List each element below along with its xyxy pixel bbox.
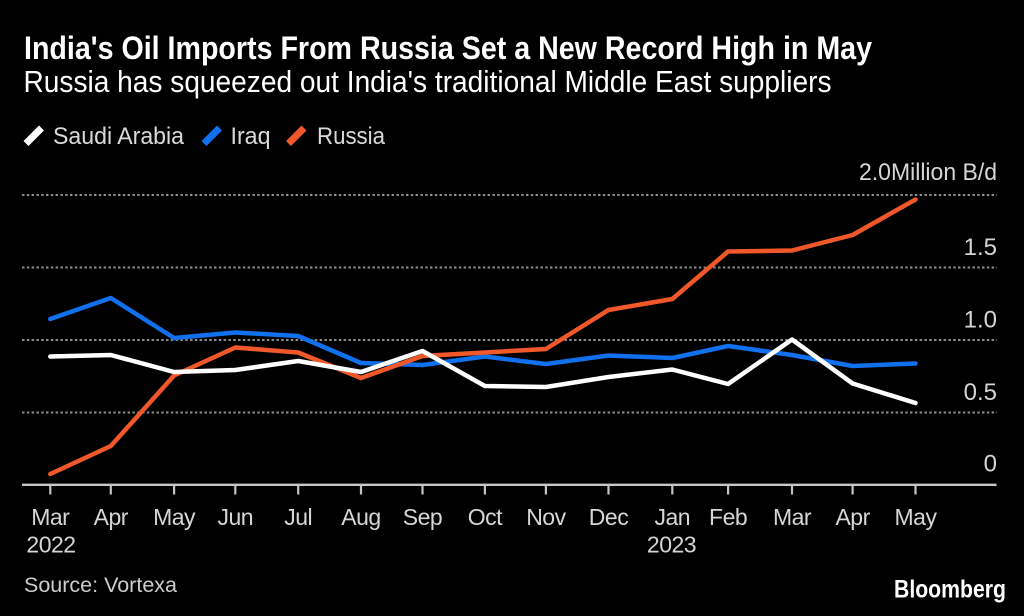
svg-text:Dec: Dec bbox=[589, 504, 628, 530]
svg-text:Jan: Jan bbox=[655, 504, 691, 530]
svg-text:Feb: Feb bbox=[709, 504, 747, 530]
svg-text:Jun: Jun bbox=[218, 504, 254, 530]
svg-text:Mar: Mar bbox=[31, 504, 70, 530]
svg-text:Sep: Sep bbox=[403, 504, 442, 530]
svg-text:May: May bbox=[895, 504, 938, 530]
svg-text:2023: 2023 bbox=[647, 532, 696, 558]
svg-text:1.0: 1.0 bbox=[964, 307, 997, 334]
svg-text:1.5: 1.5 bbox=[964, 234, 997, 261]
svg-text:Russia has squeezed out India': Russia has squeezed out India's traditio… bbox=[24, 64, 832, 99]
svg-text:Aug: Aug bbox=[341, 504, 380, 530]
svg-text:Mar: Mar bbox=[773, 504, 812, 530]
svg-text:Oct: Oct bbox=[468, 504, 503, 530]
svg-text:Russia: Russia bbox=[317, 123, 386, 150]
svg-text:2.0Million B/d: 2.0Million B/d bbox=[859, 159, 997, 186]
svg-text:Iraq: Iraq bbox=[231, 123, 271, 150]
svg-text:May: May bbox=[153, 504, 196, 530]
svg-text:2022: 2022 bbox=[26, 532, 75, 558]
svg-text:India's Oil Imports From Russi: India's Oil Imports From Russia Set a Ne… bbox=[24, 30, 872, 66]
svg-text:Nov: Nov bbox=[526, 504, 566, 530]
svg-text:Jul: Jul bbox=[284, 504, 312, 530]
svg-text:0.5: 0.5 bbox=[964, 379, 997, 406]
svg-text:0: 0 bbox=[984, 451, 997, 478]
svg-text:Apr: Apr bbox=[94, 504, 129, 530]
svg-text:Apr: Apr bbox=[835, 504, 870, 530]
svg-text:Bloomberg: Bloomberg bbox=[894, 576, 1006, 604]
svg-text:Saudi Arabia: Saudi Arabia bbox=[53, 123, 185, 150]
svg-text:Source: Vortexa: Source: Vortexa bbox=[24, 573, 177, 597]
